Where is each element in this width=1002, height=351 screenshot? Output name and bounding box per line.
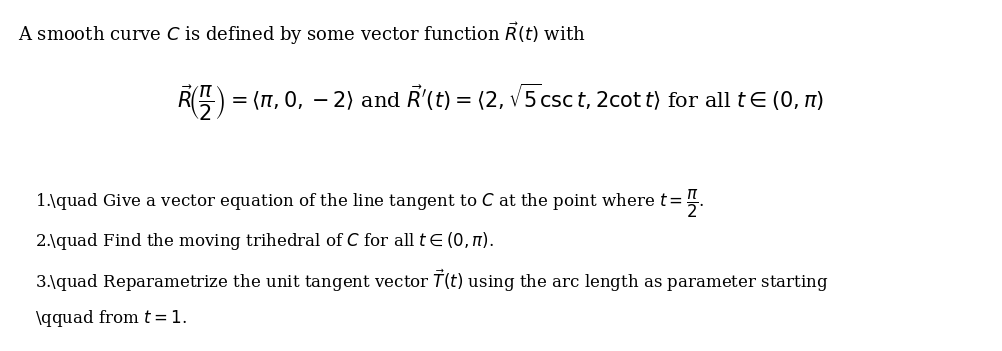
Text: \qquad from $t = 1$.: \qquad from $t = 1$. (35, 308, 186, 329)
Text: 2.\quad Find the moving trihedral of $C$ for all $t \in (0, \pi)$.: 2.\quad Find the moving trihedral of $C$… (35, 230, 494, 252)
Text: 3.\quad Reparametrize the unit tangent vector $\vec{T}(t)$ using the arc length : 3.\quad Reparametrize the unit tangent v… (35, 268, 829, 294)
Text: 1.\quad Give a vector equation of the line tangent to $C$ at the point where $t : 1.\quad Give a vector equation of the li… (35, 188, 704, 220)
Text: $\vec{R}\!\left(\dfrac{\pi}{2}\right) = \langle\pi, 0, -2\rangle$ and $\vec{R}'(: $\vec{R}\!\left(\dfrac{\pi}{2}\right) = … (177, 82, 825, 123)
Text: A smooth curve $C$ is defined by some vector function $\vec{R}(t)$ with: A smooth curve $C$ is defined by some ve… (18, 20, 585, 47)
